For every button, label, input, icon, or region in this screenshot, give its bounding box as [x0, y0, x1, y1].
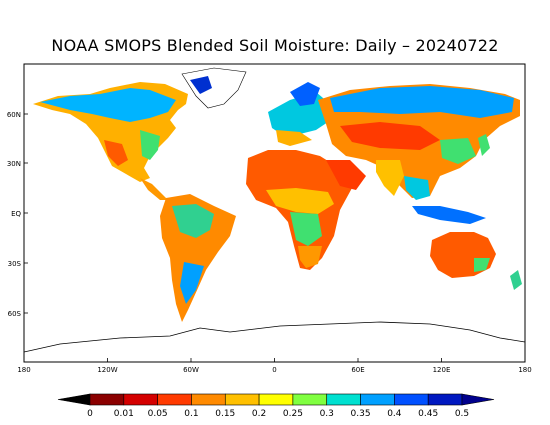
lon-tick-label: 60W [183, 366, 199, 374]
colorbar-tick-label: 0.2 [252, 409, 266, 419]
east-asia [440, 138, 476, 164]
longitude-ticks: 180 120W 60W 0 60E 120E 180 [17, 358, 532, 374]
greenland [181, 67, 247, 109]
central-america [140, 178, 168, 200]
colorbar-swatch [157, 393, 192, 406]
colorbar-tick-label: 0.1 [184, 409, 198, 419]
colorbar-low-arrow [57, 393, 91, 406]
lon-tick-label: 180 [17, 366, 30, 374]
colorbar-swatch [224, 393, 260, 406]
colorbar-swatch [123, 393, 158, 406]
south-america-moist [172, 204, 214, 238]
lon-tick-label: 0 [272, 366, 276, 374]
colorbar-swatch [360, 393, 395, 406]
colorbar-tick-label: 0.25 [283, 409, 303, 419]
europe-south-dry [276, 130, 312, 146]
colorbar-tick-label: 0.5 [455, 409, 469, 419]
lon-tick-label: 120E [433, 366, 451, 374]
lon-tick-label: 60E [351, 366, 364, 374]
colorbar-high-arrow [461, 393, 495, 406]
southeast-asia [404, 176, 430, 200]
north-america-moist [40, 88, 176, 122]
greenland-edge [190, 76, 212, 94]
lon-tick-label: 180 [518, 366, 531, 374]
africa-central [290, 212, 322, 246]
colorbar-swatch [326, 393, 361, 406]
colorbar-swatch [89, 393, 125, 406]
colorbar-swatch [191, 393, 226, 406]
colorbar-tick-label: 0.15 [215, 409, 235, 419]
australia-southeast [474, 258, 490, 272]
central-asia-dry [340, 122, 440, 150]
latitude-ticks: 60N 30N EQ 30S 60S [7, 111, 28, 318]
north-america-east [140, 130, 160, 160]
colorbar-swatch [427, 393, 463, 406]
lat-tick-label: 60N [7, 111, 21, 119]
lat-tick-label: 30S [8, 260, 22, 268]
colorbar-tick-label: 0.01 [114, 409, 134, 419]
africa-south [298, 246, 322, 268]
arabia [326, 160, 366, 190]
europe-landmass [268, 92, 330, 136]
japan [478, 134, 490, 156]
india [376, 160, 404, 196]
colorbar-tick-label: 0 [87, 409, 93, 419]
africa-sahel [266, 188, 334, 214]
lat-tick-label: 30N [7, 160, 21, 168]
new-zealand [510, 270, 522, 290]
colorbar: 0 0.01 0.05 0.1 0.15 0.2 0.25 0.3 0.35 0.4 0.45 0.5 [57, 393, 495, 419]
antarctica-coastline [24, 321, 525, 353]
soil-moisture-field [24, 67, 525, 353]
colorbar-tick-label: 0.4 [387, 409, 402, 419]
north-america-west-dry [104, 140, 128, 166]
colorbar-swatch [258, 393, 294, 406]
lon-tick-label: 120W [97, 366, 117, 374]
colorbar-swatch [292, 393, 328, 406]
map-title: NOAA SMOPS Blended Soil Moisture: Daily … [51, 36, 499, 55]
colorbar-tick-label: 0.35 [351, 409, 371, 419]
lat-tick-label: 60S [8, 310, 22, 318]
indonesia [412, 206, 486, 224]
colorbar-tick-label: 0.3 [320, 409, 334, 419]
scandinavia [290, 82, 320, 106]
siberia-moist [330, 86, 514, 118]
colorbar-tick-label: 0.45 [418, 409, 438, 419]
colorbar-tick-label: 0.05 [148, 409, 168, 419]
lat-tick-label: EQ [11, 210, 21, 218]
colorbar-swatch [394, 393, 429, 406]
south-america-south [180, 262, 204, 304]
